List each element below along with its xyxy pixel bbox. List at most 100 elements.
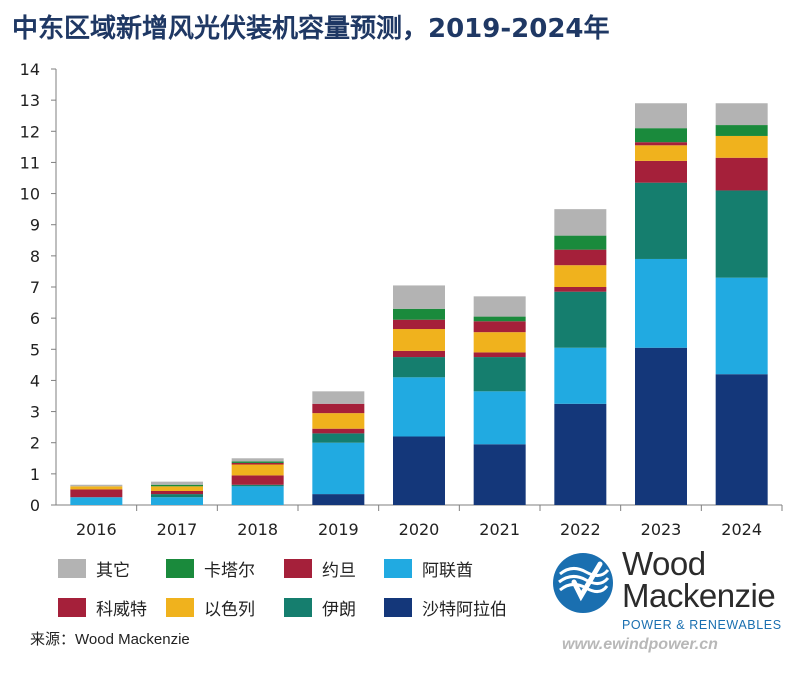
legend-label: 伊朗 — [322, 600, 356, 620]
bar-segment — [473, 352, 526, 358]
bar-segment — [393, 350, 445, 358]
bar-segment — [554, 235, 607, 250]
bar-segment — [393, 308, 445, 320]
legend-item: 卡塔尔 — [166, 556, 284, 581]
x-tick-label: 2017 — [157, 520, 198, 539]
logo-line-2: Mackenzie — [622, 577, 776, 614]
bar-segment — [393, 436, 445, 505]
y-tick-label: 2 — [30, 434, 40, 453]
bar-segment — [554, 249, 607, 266]
x-tick-label: 2023 — [641, 520, 682, 539]
bar-segment — [554, 209, 607, 236]
bar-segment — [554, 265, 607, 287]
bar-segment — [312, 391, 365, 404]
bar-segment — [231, 461, 284, 463]
bar-segment — [231, 486, 284, 505]
bar-segment — [151, 494, 203, 498]
bar-segment — [151, 484, 203, 487]
legend-swatch — [284, 559, 312, 578]
bar-segment — [231, 475, 284, 485]
y-tick-label: 11 — [20, 153, 40, 172]
bar-segment — [715, 190, 768, 278]
bar-segment — [312, 442, 365, 495]
legend-swatch — [166, 598, 194, 617]
bar-segment — [715, 157, 768, 191]
logo-wordmark: Wood Mackenzie — [622, 545, 776, 614]
y-tick-label: 8 — [30, 247, 40, 266]
bar-segment — [151, 486, 203, 491]
bar-segment — [473, 316, 526, 322]
legend-label: 其它 — [96, 561, 130, 581]
chart-legend: 其它 卡塔尔 约旦 阿联酋 科威特 以色列 伊朗 沙特阿拉伯 — [58, 556, 528, 620]
bar-segment — [473, 391, 526, 445]
y-tick-label: 9 — [30, 216, 40, 235]
bar-segment — [715, 277, 768, 375]
bar-segment — [393, 357, 445, 378]
bar-segment — [554, 291, 607, 348]
chart-title: 中东区域新增风光伏装机容量预测，2019-2024年 — [12, 14, 610, 44]
bar-segment — [231, 484, 284, 487]
bar-segment — [393, 329, 445, 351]
legend-swatch — [58, 598, 86, 617]
y-tick-label: 13 — [20, 91, 40, 110]
y-tick-label: 5 — [30, 340, 40, 359]
bar-segment — [312, 403, 365, 414]
legend-item: 伊朗 — [284, 595, 384, 620]
y-tick-label: 12 — [20, 122, 40, 141]
x-tick-label: 2016 — [76, 520, 117, 539]
bar-segment — [554, 347, 607, 404]
legend-label: 约旦 — [322, 561, 356, 581]
legend-item: 其它 — [58, 556, 166, 581]
legend-item: 科威特 — [58, 595, 166, 620]
bar-segment — [473, 321, 526, 333]
bar-segment — [312, 494, 365, 505]
bar-segment — [70, 497, 123, 505]
legend-label: 阿联酋 — [422, 561, 473, 581]
x-tick-label: 2024 — [721, 520, 762, 539]
bar-segment — [635, 128, 687, 143]
logo-subtitle: POWER & RENEWABLES — [622, 618, 782, 632]
x-tick-label: 2021 — [479, 520, 520, 539]
y-tick-label: 14 — [20, 60, 40, 79]
legend-label: 科威特 — [96, 600, 147, 620]
bar-segment — [635, 347, 687, 505]
bar-segment — [312, 428, 365, 434]
bar-segment — [554, 403, 607, 505]
legend-swatch — [58, 559, 86, 578]
bar-segment — [473, 296, 526, 317]
bar-segment — [70, 489, 123, 498]
bar-segment — [635, 160, 687, 183]
y-tick-label: 3 — [30, 403, 40, 422]
bar-segment — [715, 125, 768, 136]
bar-segment — [393, 319, 445, 330]
legend-swatch — [166, 559, 194, 578]
legend-label: 卡塔尔 — [204, 561, 255, 581]
legend-item: 阿联酋 — [384, 556, 524, 581]
y-tick-label: 0 — [30, 496, 40, 515]
site-watermark: www.ewindpower.cn — [562, 636, 718, 653]
y-tick-label: 7 — [30, 278, 40, 297]
y-tick-label: 4 — [30, 371, 40, 390]
bar-segment — [554, 287, 607, 292]
bar-segment — [151, 490, 203, 495]
bar-segment — [473, 357, 526, 392]
bar-segment — [635, 145, 687, 161]
bar-segment — [715, 135, 768, 158]
bar-segment — [635, 103, 687, 129]
logo-line-1: Wood — [622, 545, 706, 582]
legend-swatch — [284, 598, 312, 617]
x-tick-label: 2020 — [399, 520, 440, 539]
bar-segment — [473, 332, 526, 353]
bar-segment — [151, 497, 203, 505]
wood-mackenzie-emblem-icon — [553, 553, 613, 613]
y-tick-label: 10 — [20, 185, 40, 204]
legend-label: 以色列 — [204, 600, 255, 620]
bar-segment — [312, 413, 365, 429]
bar-segment — [473, 444, 526, 505]
bar-segment — [312, 433, 365, 443]
source-note: 来源：Wood Mackenzie — [30, 631, 190, 648]
bar-segment — [715, 374, 768, 505]
bar-segment — [635, 182, 687, 259]
bar-segment — [70, 486, 123, 490]
